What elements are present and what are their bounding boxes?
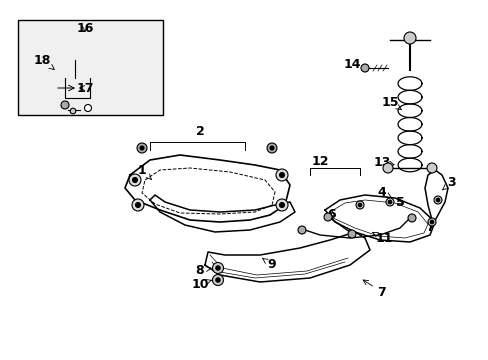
Circle shape <box>212 274 223 285</box>
Circle shape <box>70 108 76 114</box>
Circle shape <box>215 278 220 282</box>
Circle shape <box>266 143 276 153</box>
Text: 15: 15 <box>381 95 401 110</box>
Text: 3: 3 <box>442 176 455 190</box>
Text: 17: 17 <box>76 81 94 94</box>
Circle shape <box>355 201 363 209</box>
Circle shape <box>360 64 368 72</box>
Text: 14: 14 <box>343 58 367 72</box>
Circle shape <box>140 146 143 150</box>
Text: 13: 13 <box>372 156 393 168</box>
Circle shape <box>429 220 433 224</box>
Text: 6: 6 <box>327 207 336 220</box>
Circle shape <box>279 202 284 207</box>
Bar <box>18 20 163 115</box>
Circle shape <box>387 200 391 204</box>
Circle shape <box>215 266 220 270</box>
Circle shape <box>212 262 223 274</box>
Circle shape <box>84 104 91 112</box>
Text: 11: 11 <box>372 231 392 244</box>
Text: 18: 18 <box>33 54 54 69</box>
Circle shape <box>433 196 441 204</box>
Text: 2: 2 <box>195 125 204 138</box>
Circle shape <box>61 101 69 109</box>
Text: 7: 7 <box>363 280 386 298</box>
Text: 8: 8 <box>195 264 211 276</box>
Text: 1: 1 <box>137 163 151 179</box>
Circle shape <box>132 177 137 183</box>
Circle shape <box>297 226 305 234</box>
Circle shape <box>435 198 439 202</box>
Circle shape <box>129 174 141 186</box>
Circle shape <box>358 203 361 207</box>
Text: 16: 16 <box>76 22 94 35</box>
Circle shape <box>426 163 436 173</box>
Circle shape <box>403 32 415 44</box>
Circle shape <box>135 202 140 207</box>
Circle shape <box>427 218 435 226</box>
Circle shape <box>385 198 393 206</box>
Circle shape <box>269 146 273 150</box>
Circle shape <box>275 199 287 211</box>
Text: 9: 9 <box>262 258 276 271</box>
Circle shape <box>324 213 331 221</box>
Circle shape <box>382 163 392 173</box>
Circle shape <box>137 143 147 153</box>
Text: 12: 12 <box>311 155 328 168</box>
Text: 10: 10 <box>191 278 211 291</box>
Circle shape <box>407 214 415 222</box>
Circle shape <box>132 199 143 211</box>
Text: 4: 4 <box>377 185 391 198</box>
Circle shape <box>279 172 284 177</box>
Circle shape <box>275 169 287 181</box>
Text: 5: 5 <box>395 195 404 208</box>
Circle shape <box>347 230 355 238</box>
